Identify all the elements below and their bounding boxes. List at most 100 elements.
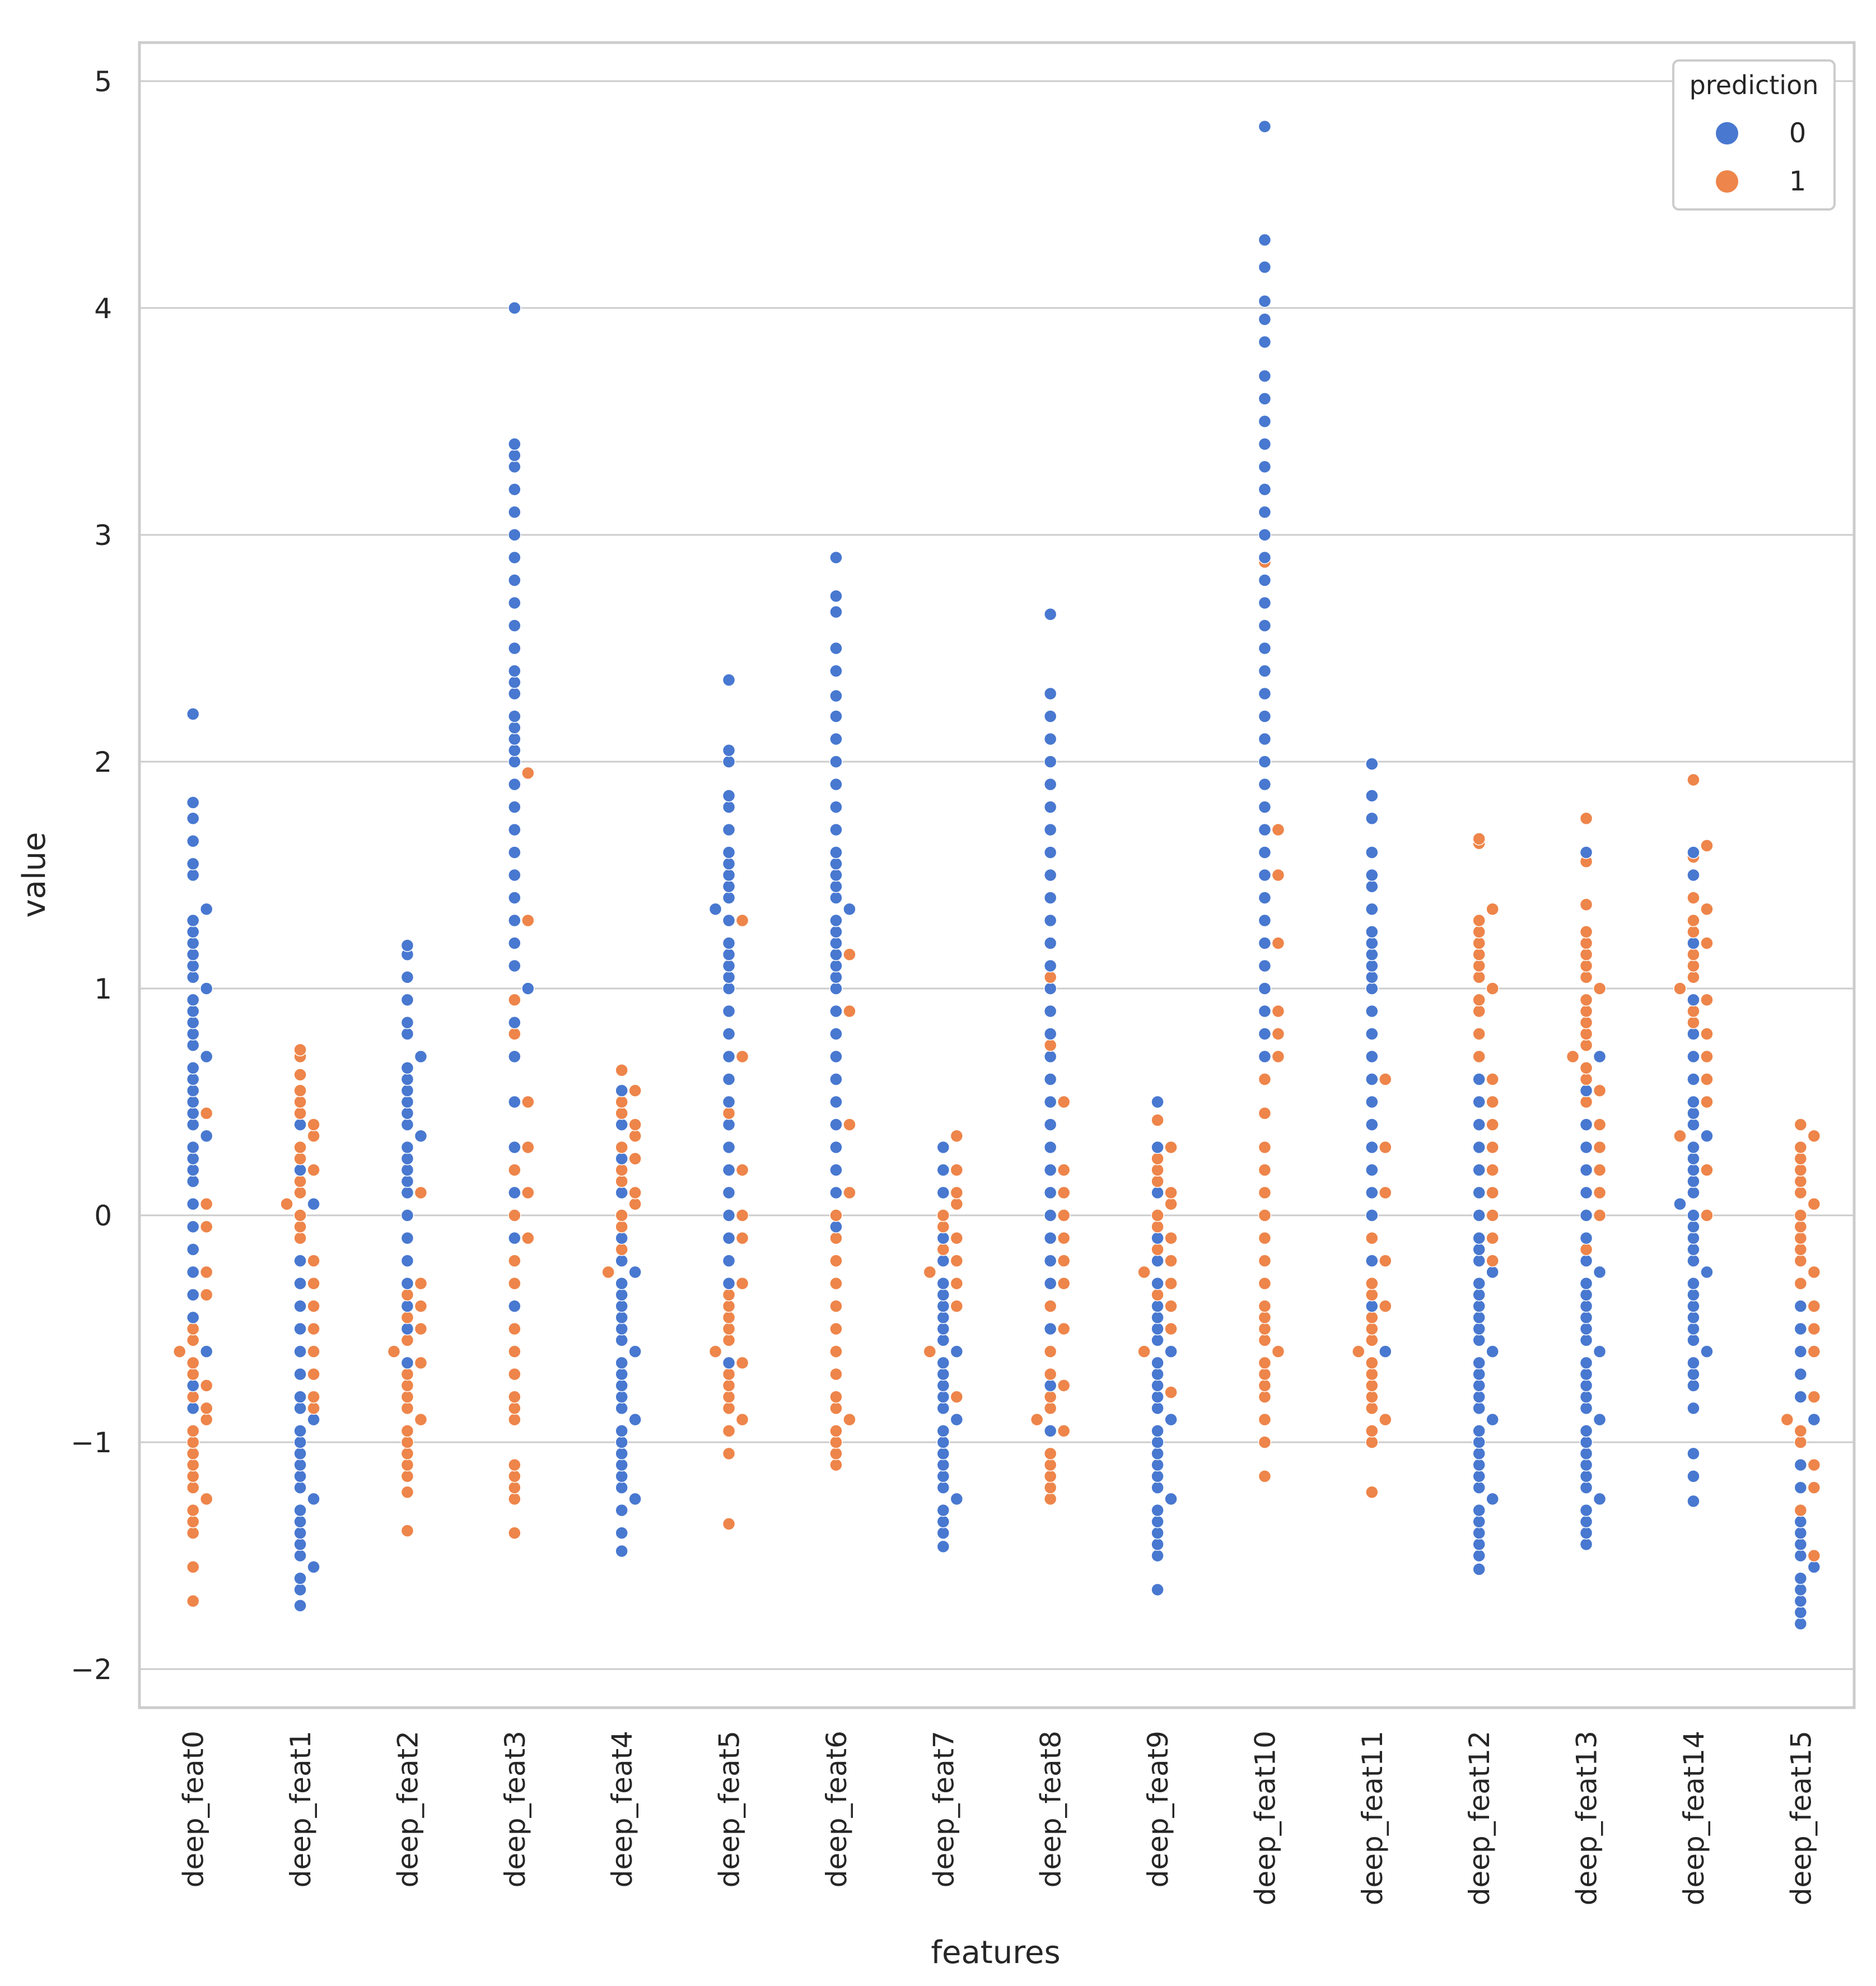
x-axis-label: features — [931, 1934, 1060, 1971]
swarm-point — [1258, 1050, 1272, 1064]
swarm-point — [843, 1118, 856, 1131]
swarm-point — [936, 1526, 950, 1540]
swarm-point — [307, 1322, 320, 1336]
swarm-point — [1472, 1027, 1486, 1041]
swarm-point — [186, 1174, 200, 1188]
swarm-point — [829, 846, 843, 859]
swarm-point — [1151, 1447, 1164, 1461]
swarm-point — [293, 1209, 307, 1222]
swarm-point — [199, 1345, 213, 1358]
swarm-point — [1472, 1163, 1486, 1177]
swarm-point — [1043, 1322, 1057, 1336]
swarm-point — [1486, 1492, 1499, 1506]
swarm-point — [1043, 1140, 1057, 1154]
swarm-point — [199, 1265, 213, 1279]
swarm-point — [1579, 1163, 1593, 1177]
swarm-point — [1687, 925, 1700, 939]
swarm-point — [829, 1220, 843, 1234]
swarm-point — [293, 1186, 307, 1200]
x-tick-label: deep_feat8 — [1035, 1731, 1067, 1887]
swarm-point — [1700, 1265, 1714, 1279]
swarm-point — [199, 1197, 213, 1211]
swarm-point — [708, 1345, 722, 1358]
swarm-point — [1043, 982, 1057, 995]
swarm-point — [508, 868, 521, 882]
swarm-point — [1151, 1163, 1164, 1177]
swarm-point — [1579, 936, 1593, 950]
swarm-point — [1258, 823, 1272, 837]
swarm-point — [1579, 959, 1593, 973]
swarm-point — [1365, 1485, 1379, 1499]
swarm-point — [1258, 483, 1272, 496]
swarm-point — [1472, 936, 1486, 950]
swarm-point — [508, 721, 521, 734]
swarm-point — [1687, 1220, 1700, 1234]
swarm-point — [615, 1526, 628, 1540]
swarm-point — [829, 1254, 843, 1267]
swarm-point — [293, 1095, 307, 1109]
swarm-point — [1593, 1412, 1607, 1426]
swarm-point — [1794, 1299, 1808, 1313]
legend-marker-0 — [1716, 122, 1738, 144]
swarm-point — [722, 1390, 736, 1404]
swarm-point — [1043, 1367, 1057, 1381]
swarm-point — [1258, 1435, 1272, 1449]
swarm-point — [1593, 1265, 1607, 1279]
swarm-point — [1794, 1276, 1808, 1290]
swarm-point — [829, 1231, 843, 1245]
swarm-point — [628, 1152, 642, 1166]
swarm-point — [1794, 1118, 1808, 1131]
swarm-point — [521, 766, 535, 780]
swarm-point — [1043, 1231, 1057, 1245]
swarm-point — [722, 1254, 736, 1267]
swarm-point — [1151, 1367, 1164, 1381]
swarm-point — [936, 1356, 950, 1370]
swarm-point — [1807, 1197, 1821, 1211]
swarm-point — [186, 1084, 200, 1098]
swarm-point — [293, 1458, 307, 1472]
swarm-point — [1472, 1390, 1486, 1404]
swarm-point — [722, 1379, 736, 1392]
swarm-point — [1258, 1254, 1272, 1267]
swarm-point — [400, 1485, 414, 1499]
swarm-point — [508, 1345, 521, 1358]
swarm-point — [1472, 1004, 1486, 1018]
swarm-point — [1057, 1379, 1071, 1392]
x-tick-label: deep_feat14 — [1678, 1731, 1710, 1905]
swarm-point — [1472, 913, 1486, 927]
swarm-point — [293, 1231, 307, 1245]
swarm-point — [1365, 1163, 1379, 1177]
swarm-point — [1151, 1515, 1164, 1528]
swarm-point — [1579, 1322, 1593, 1336]
swarm-point — [186, 1503, 200, 1517]
swarm-point — [508, 449, 521, 462]
swarm-point — [1151, 1401, 1164, 1415]
swarm-point — [414, 1129, 428, 1143]
swarm-point — [1043, 800, 1057, 814]
swarm-point — [1043, 1186, 1057, 1200]
swarm-point — [186, 959, 200, 973]
swarm-point — [1579, 1424, 1593, 1438]
swarm-point — [1271, 823, 1285, 837]
swarm-point — [722, 1311, 736, 1325]
swarm-point — [293, 1345, 307, 1358]
swarm-point — [1687, 1107, 1700, 1120]
swarm-point — [307, 1390, 320, 1404]
swarm-point — [186, 1073, 200, 1086]
swarm-point — [186, 1220, 200, 1234]
x-tick-label: deep_feat5 — [713, 1731, 746, 1887]
swarm-point — [1043, 607, 1057, 621]
swarm-point — [400, 1174, 414, 1188]
legend-label-0: 0 — [1789, 118, 1807, 149]
swarm-point — [1164, 1140, 1178, 1154]
swarm-point — [400, 1299, 414, 1313]
swarm-point — [1593, 1118, 1607, 1131]
swarm-point — [1164, 1345, 1178, 1358]
swarm-point — [508, 437, 521, 451]
swarm-point — [1258, 913, 1272, 927]
swarm-point — [1486, 1095, 1499, 1109]
swarm-point — [186, 1334, 200, 1347]
swarm-point — [400, 1524, 414, 1537]
swarm-point — [186, 1061, 200, 1075]
swarm-point — [1472, 1209, 1486, 1222]
